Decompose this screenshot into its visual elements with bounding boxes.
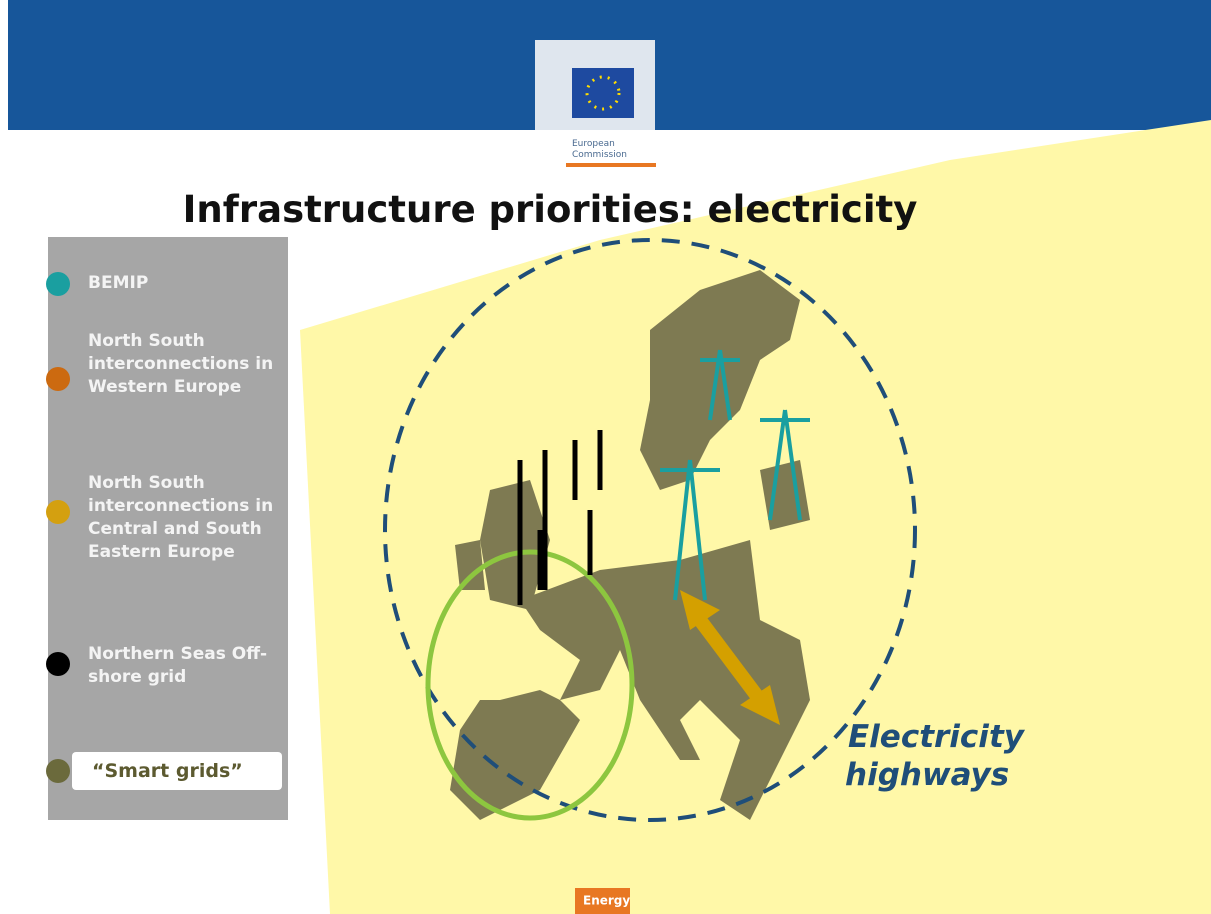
logo-text: European xyxy=(572,139,615,149)
legend-dot xyxy=(46,272,70,296)
title: Infrastructure priorities: electricity xyxy=(183,188,918,231)
legend-item: Northern Seas Off-shore grid xyxy=(88,643,284,689)
annotation: Electricity xyxy=(848,719,1026,755)
annotation: highways xyxy=(845,757,1009,793)
legend-item: North South interconnections in Western … xyxy=(88,330,284,399)
legend-dot xyxy=(46,367,70,391)
legend-dot xyxy=(46,500,70,524)
legend-item: BEMIP xyxy=(88,272,284,295)
logo-rule xyxy=(566,163,656,167)
legend-dot xyxy=(46,652,70,676)
slide: European Commission Infrastructure prior… xyxy=(0,0,1211,914)
legend-dot xyxy=(46,759,70,783)
legend-item: North South interconnections in Central … xyxy=(88,472,284,564)
footer: Energy xyxy=(583,894,630,908)
logo-text: Commission xyxy=(572,150,627,160)
legend-item: “Smart grids” xyxy=(92,760,288,783)
